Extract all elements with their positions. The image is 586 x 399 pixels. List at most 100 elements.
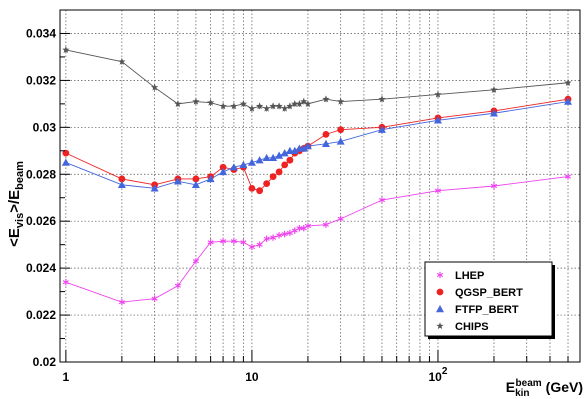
data-point-qgsp-bert: [269, 173, 277, 181]
data-point-lhep: [434, 187, 442, 194]
svg-text:Ekinbeam(GeV): Ekinbeam (GeV): [506, 378, 583, 399]
data-point-ftfp-bert: [206, 174, 215, 183]
y-tick-label: 0.032: [26, 73, 56, 87]
data-point-chips: [263, 104, 271, 112]
data-point-chips: [295, 100, 304, 107]
y-tick-label: 0.03: [33, 120, 57, 134]
legend-label-lhep: LHEP: [455, 270, 484, 282]
data-point-ftfp-bert: [117, 180, 126, 189]
data-point-ftfp-bert: [336, 137, 345, 145]
data-point-ftfp-bert: [275, 151, 284, 159]
legend-label-ftfp-bert: FTFP_BERT: [455, 304, 519, 316]
data-point-chips: [239, 100, 248, 107]
x-tick-label: 102: [429, 366, 448, 384]
data-point-ftfp-bert: [564, 97, 573, 105]
data-point-chips: [564, 78, 572, 86]
data-point-ftfp-bert: [239, 160, 248, 169]
data-point-lhep: [192, 257, 199, 265]
data-point-lhep: [151, 295, 158, 302]
data-point-qgsp-bert: [62, 149, 70, 157]
series-line-ftfp-bert: [65, 101, 569, 189]
data-point-ftfp-bert: [191, 180, 200, 189]
y-tick-label: 0.034: [26, 26, 56, 40]
data-point-qgsp-bert: [118, 175, 126, 183]
data-point-lhep: [240, 239, 247, 246]
data-point-chips: [322, 95, 330, 103]
data-point-chips: [275, 102, 283, 110]
data-point-chips: [62, 46, 70, 53]
data-point-lhep: [118, 298, 125, 306]
data-point-chips: [269, 102, 277, 110]
data-point-qgsp-bert: [322, 130, 330, 138]
data-point-qgsp-bert: [256, 187, 264, 195]
data-point-ftfp-bert: [299, 144, 308, 152]
data-point-ftfp-bert: [489, 109, 498, 117]
x-tick-label: 10: [245, 370, 259, 384]
data-point-chips: [434, 90, 442, 98]
data-point-lhep: [276, 232, 283, 239]
data-point-chips: [219, 102, 227, 110]
data-point-qgsp-bert: [192, 175, 200, 183]
data-point-ftfp-bert: [61, 158, 70, 166]
legend-marker-lhep: [436, 271, 444, 279]
data-point-lhep: [62, 279, 69, 286]
data-point-chips: [192, 97, 200, 105]
legend-label-qgsp-bert: QGSP_BERT: [455, 287, 523, 299]
data-point-ftfp-bert: [229, 163, 238, 171]
data-point-lhep: [304, 222, 311, 230]
y-axis-title: <Evis>/Ebeam: [6, 161, 26, 247]
data-point-lhep: [286, 229, 293, 237]
svg-text:<Evis>/Ebeam: <Evis>/Ebeam: [6, 161, 26, 247]
data-point-chips: [207, 98, 215, 106]
data-point-lhep: [174, 282, 181, 289]
legend-box: [424, 261, 553, 337]
data-point-lhep: [270, 234, 277, 241]
data-point-ftfp-bert: [290, 146, 299, 154]
data-point-ftfp-bert: [173, 177, 182, 185]
data-point-ftfp-bert: [255, 156, 264, 164]
data-point-chips: [118, 57, 126, 65]
data-point-ftfp-bert: [321, 139, 330, 147]
data-point-lhep: [230, 237, 237, 245]
legend-marker-chips: [436, 322, 444, 330]
data-point-ftfp-bert: [280, 149, 289, 157]
series-ftfp-bert: [61, 97, 573, 192]
data-point-lhep: [220, 237, 227, 245]
data-point-lhep: [564, 173, 572, 180]
data-point-qgsp-bert: [219, 163, 227, 171]
data-point-ftfp-bert: [269, 153, 278, 162]
legend-marker-qgsp-bert: [436, 288, 444, 296]
data-point-chips: [291, 100, 299, 107]
x-tick-label: 1: [63, 370, 70, 384]
y-tick-label: 0.028: [26, 167, 56, 181]
series-chips: [62, 46, 572, 112]
data-point-qgsp-bert: [286, 156, 294, 164]
data-point-lhep: [281, 230, 288, 238]
data-point-ftfp-bert: [377, 125, 386, 133]
data-point-chips: [230, 102, 238, 110]
data-point-chips: [151, 83, 159, 91]
data-point-ftfp-bert: [247, 158, 256, 166]
data-point-lhep: [337, 215, 344, 223]
data-point-lhep: [263, 235, 270, 242]
data-point-ftfp-bert: [150, 184, 159, 192]
data-point-chips: [286, 102, 294, 110]
data-point-lhep: [207, 239, 214, 246]
y-tick-label: 0.02: [33, 355, 57, 369]
data-point-qgsp-bert: [337, 126, 345, 134]
legend-marker-ftfp-bert: [436, 305, 444, 313]
data-point-chips: [490, 85, 498, 93]
x-axis-title: Ekinbeam (GeV): [506, 378, 583, 399]
data-series: [61, 46, 573, 306]
y-tick-label: 0.022: [26, 308, 56, 322]
legend-label-chips: CHIPS: [455, 321, 489, 333]
data-point-chips: [281, 104, 289, 112]
plot-frame: [59, 9, 581, 363]
data-point-ftfp-bert: [262, 153, 271, 162]
data-point-ftfp-bert: [303, 142, 312, 150]
grid: [60, 10, 580, 363]
axis-ticks: 0.02 0.022 0.024 0.026 0.028 0.03 0.032 0.034 1 1…: [26, 26, 569, 384]
data-point-ftfp-bert: [219, 167, 228, 176]
data-point-qgsp-bert: [281, 161, 289, 169]
